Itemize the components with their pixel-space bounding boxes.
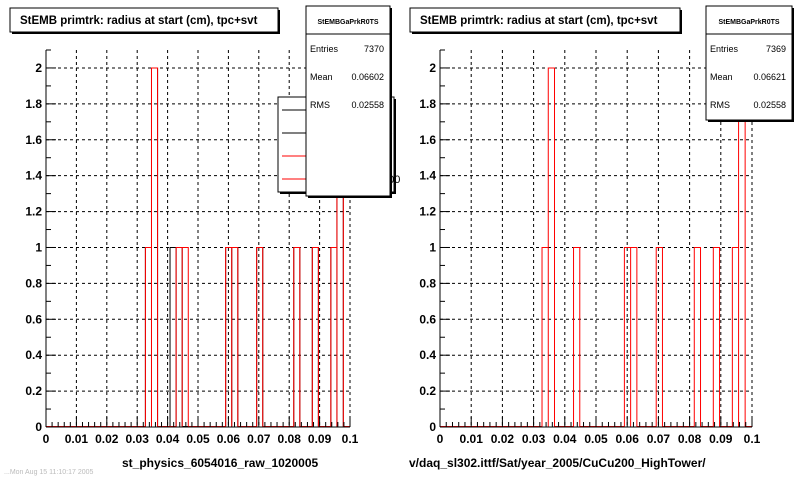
histogram-line <box>46 67 350 427</box>
y-tick-label: 1 <box>429 240 436 254</box>
stats-title: StEMBGaPrkR0TS <box>718 19 779 26</box>
histogram-bin <box>331 247 337 427</box>
histogram-bin <box>145 247 151 427</box>
stats-frame <box>705 5 793 121</box>
histogram-bin <box>694 247 700 427</box>
histogram-bin <box>331 247 337 427</box>
x-tick-label: 0.1 <box>342 432 359 446</box>
grid-lines <box>46 50 351 427</box>
stats-entries-value: 7370 <box>364 44 384 54</box>
title-box <box>9 7 279 33</box>
x-tick-label: 0.09 <box>308 432 332 446</box>
stats-mean-value: 0.06621 <box>753 72 786 82</box>
x-tick-label: 0.07 <box>247 432 271 446</box>
y-tick-label: 0.2 <box>419 384 436 398</box>
y-tick-label: 0.8 <box>419 276 436 290</box>
y-tick-label: 0.6 <box>419 312 436 326</box>
stats-box: StEMBGaPrkR0TS Entries 7370 Mean 0.06602 RMS 0… <box>305 5 392 198</box>
histogram-bin <box>312 247 318 427</box>
x-tick-label: 0.06 <box>616 432 640 446</box>
histogram-bin <box>145 247 151 427</box>
x-tick-label: 0 <box>43 432 50 446</box>
x-tick-label: 0.05 <box>584 432 608 446</box>
title-box <box>409 7 681 33</box>
y-tick-label: 1 <box>35 240 42 254</box>
histogram-bin <box>294 247 300 427</box>
stats-title: StEMBGaPrkR0TS <box>317 19 378 26</box>
histogram-bin <box>257 247 263 427</box>
histogram-bin <box>257 247 263 427</box>
histogram-bin <box>170 247 176 427</box>
corner-caption: ...Mon Aug 15 11:10:17 2005 <box>4 469 93 476</box>
stats-rms-label: RMS <box>310 100 330 110</box>
x-tick-label: 0.07 <box>647 432 671 446</box>
y-tick-label: 1.4 <box>25 169 42 183</box>
histogram-bin <box>182 247 188 427</box>
x-tick-label: 0 <box>437 432 444 446</box>
y-tick-label: 1.6 <box>25 133 42 147</box>
chart-panel-2: 0 0.01 0.02 0.03 0.04 0.05 0.06 0.07 0.08 0.09 0.1… <box>409 5 794 446</box>
x-tick-label: 0.01 <box>460 432 484 446</box>
stats-entries-label: Entries <box>710 44 739 54</box>
x-tick-label: 0.03 <box>126 432 150 446</box>
x-tick-label: 0.03 <box>522 432 546 446</box>
y-tick-label: 0.4 <box>25 348 42 362</box>
histogram-bin <box>713 247 719 427</box>
histogram-bin <box>542 247 548 427</box>
y-tick-label: 0.6 <box>25 312 42 326</box>
histogram-bin <box>176 247 182 427</box>
y-tick-label: 1.4 <box>419 169 436 183</box>
stats-rms-value: 0.02558 <box>753 100 786 110</box>
histogram-bin <box>232 247 238 427</box>
x-tick-label: 0.08 <box>678 432 702 446</box>
histogram-bin <box>656 247 662 427</box>
x-tick-label: 0.06 <box>217 432 241 446</box>
histogram-bin <box>294 247 300 427</box>
y-tick-label: 0 <box>429 420 436 434</box>
x-tick-label: 0.05 <box>186 432 210 446</box>
stats-mean-label: Mean <box>710 72 733 82</box>
y-tick-label: 0.8 <box>25 276 42 290</box>
y-tick-label: 1.8 <box>25 97 42 111</box>
y-tick-label: 2 <box>429 61 436 75</box>
histogram-bin <box>312 247 318 427</box>
x-tick-label: 0.02 <box>95 432 119 446</box>
series--file1-ref- <box>46 67 350 427</box>
x-tick-label: 0.04 <box>553 432 577 446</box>
y-tick-label: 1.8 <box>419 97 436 111</box>
x-tick-label: 0.04 <box>156 432 180 446</box>
y-tick-label: 0.4 <box>419 348 436 362</box>
stats-rms-label: RMS <box>710 100 730 110</box>
stats-frame <box>305 5 391 197</box>
y-tick-label: 2 <box>35 61 42 75</box>
stats-mean-label: Mean <box>310 72 333 82</box>
chart-panel-1: 0 0.01 0.02 0.03 0.04 0.05 0.06 0.07 0.08 0.09 0.1… <box>9 5 400 446</box>
x-tick-label: 0.1 <box>744 432 761 446</box>
stats-box: StEMBGaPrkR0TS Entries 7369 Mean 0.06621 RMS 0… <box>705 5 794 122</box>
histogram-bin <box>574 247 580 427</box>
stats-entries-label: Entries <box>310 44 339 54</box>
left-run-caption: st_physics_6054016_raw_1020005 <box>122 456 319 470</box>
x-tick-label: 0.02 <box>491 432 515 446</box>
stats-mean-value: 0.06602 <box>351 72 384 82</box>
y-tick-label: 1.6 <box>419 133 436 147</box>
stats-rms-value: 0.02558 <box>351 100 384 110</box>
chart-title: StEMB primtrk: radius at start (cm), tpc… <box>420 15 658 27</box>
y-tick-label: 0.2 <box>25 384 42 398</box>
x-tick-label: 0.08 <box>278 432 302 446</box>
histogram-bin <box>232 247 238 427</box>
stats-entries-value: 7369 <box>766 44 786 54</box>
y-tick-label: 1.2 <box>25 205 42 219</box>
x-tick-label: 0.01 <box>65 432 89 446</box>
chart-title: StEMB primtrk: radius at start (cm), tpc… <box>20 15 258 27</box>
right-path-caption: v/daq_sl302.ittf/Sat/year_2005/CuCu200_H… <box>409 456 706 470</box>
y-tick-label: 0 <box>35 420 42 434</box>
histogram-bin <box>732 247 738 427</box>
histogram-bin <box>631 247 637 427</box>
grid-lines <box>440 50 753 427</box>
y-tick-label: 1.2 <box>419 205 436 219</box>
histogram-bin <box>176 247 182 427</box>
x-tick-label: 0.09 <box>709 432 733 446</box>
